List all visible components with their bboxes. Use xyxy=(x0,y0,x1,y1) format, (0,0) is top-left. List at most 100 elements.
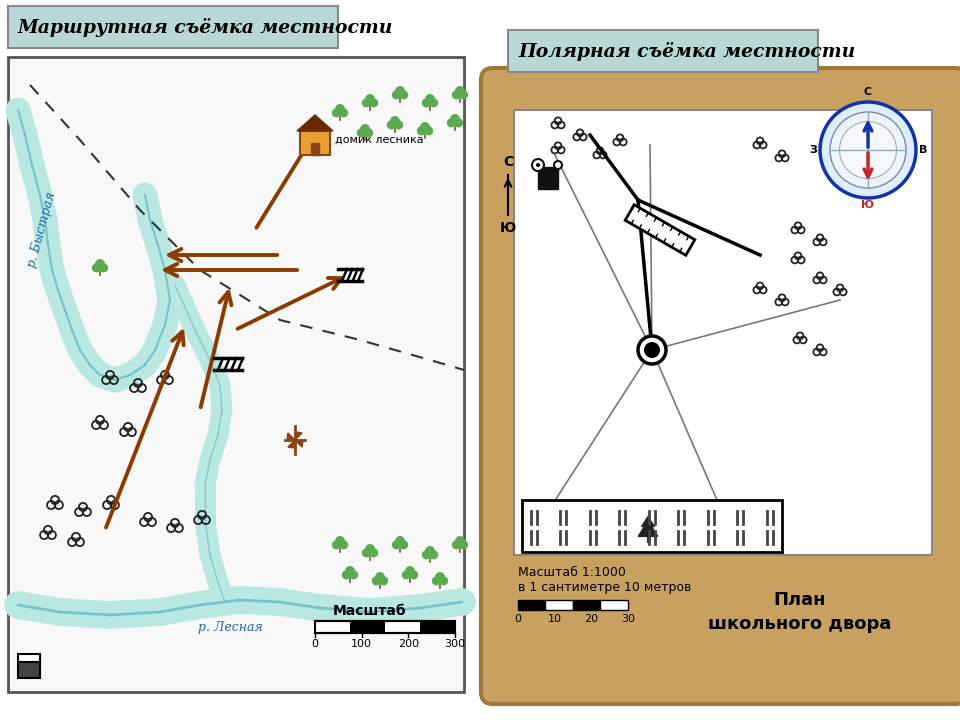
Text: 0: 0 xyxy=(515,614,521,624)
Circle shape xyxy=(349,570,358,580)
Circle shape xyxy=(362,549,371,557)
Circle shape xyxy=(99,264,108,272)
Circle shape xyxy=(399,90,408,99)
Circle shape xyxy=(369,99,378,107)
Circle shape xyxy=(454,118,463,127)
Circle shape xyxy=(95,259,105,269)
FancyBboxPatch shape xyxy=(514,110,932,555)
Polygon shape xyxy=(295,432,302,440)
Polygon shape xyxy=(625,204,695,256)
Circle shape xyxy=(455,536,465,546)
Circle shape xyxy=(420,122,430,132)
Text: С: С xyxy=(864,87,872,97)
Circle shape xyxy=(429,99,438,107)
Circle shape xyxy=(417,126,426,135)
Circle shape xyxy=(375,572,385,582)
Circle shape xyxy=(369,549,378,557)
Bar xyxy=(573,600,601,610)
Circle shape xyxy=(405,566,415,576)
Circle shape xyxy=(372,576,381,585)
Text: Ю: Ю xyxy=(861,200,875,210)
Text: В: В xyxy=(919,145,927,155)
Circle shape xyxy=(387,120,396,130)
Circle shape xyxy=(421,99,431,107)
Bar xyxy=(518,600,545,610)
Text: Масштаб 1:1000: Масштаб 1:1000 xyxy=(518,565,626,578)
Circle shape xyxy=(342,570,351,580)
Circle shape xyxy=(409,570,419,580)
Circle shape xyxy=(830,112,906,188)
Text: 20: 20 xyxy=(585,614,598,624)
Bar xyxy=(538,167,558,189)
Bar xyxy=(18,662,40,678)
Text: 10: 10 xyxy=(547,614,562,624)
Circle shape xyxy=(450,114,460,124)
Circle shape xyxy=(399,540,408,549)
Bar xyxy=(18,654,40,662)
Text: 200: 200 xyxy=(397,639,419,649)
Circle shape xyxy=(459,90,468,99)
Circle shape xyxy=(402,570,411,580)
Bar xyxy=(545,600,573,610)
Circle shape xyxy=(820,102,916,198)
Circle shape xyxy=(332,540,341,549)
Bar xyxy=(315,621,455,633)
Polygon shape xyxy=(295,440,302,447)
Bar xyxy=(300,131,330,155)
Circle shape xyxy=(339,108,348,117)
Circle shape xyxy=(424,126,433,135)
Circle shape xyxy=(360,124,370,134)
Circle shape xyxy=(396,86,405,96)
Bar xyxy=(311,143,319,155)
Text: в 1 сантиметре 10 метров: в 1 сантиметре 10 метров xyxy=(518,582,691,595)
Circle shape xyxy=(364,128,373,138)
Circle shape xyxy=(357,128,366,138)
Polygon shape xyxy=(287,433,295,440)
Text: Полярная съёмка местности: Полярная съёмка местности xyxy=(518,42,855,60)
Circle shape xyxy=(332,108,341,117)
FancyBboxPatch shape xyxy=(8,57,464,692)
FancyBboxPatch shape xyxy=(481,68,960,704)
Circle shape xyxy=(395,120,403,130)
Circle shape xyxy=(452,540,461,549)
Circle shape xyxy=(92,264,101,272)
Circle shape xyxy=(345,566,355,576)
Text: 30: 30 xyxy=(621,614,635,624)
Circle shape xyxy=(392,90,401,99)
Circle shape xyxy=(554,161,562,169)
Circle shape xyxy=(396,536,405,546)
FancyBboxPatch shape xyxy=(508,30,818,72)
Circle shape xyxy=(335,536,345,546)
Circle shape xyxy=(339,540,348,549)
FancyBboxPatch shape xyxy=(8,6,338,48)
Text: р. Быстрая: р. Быстрая xyxy=(26,191,59,269)
Circle shape xyxy=(390,116,400,126)
Text: 100: 100 xyxy=(351,639,372,649)
Circle shape xyxy=(365,94,375,104)
Polygon shape xyxy=(297,115,333,131)
Text: домик лесника: домик лесника xyxy=(335,135,423,145)
Text: 0: 0 xyxy=(311,639,319,649)
Text: Ю: Ю xyxy=(500,221,516,235)
Text: С: С xyxy=(503,155,514,169)
Text: школьного двора: школьного двора xyxy=(708,615,892,633)
Circle shape xyxy=(446,118,456,127)
Circle shape xyxy=(435,572,444,582)
Bar xyxy=(420,621,455,633)
Text: З: З xyxy=(809,145,817,155)
Circle shape xyxy=(839,122,897,179)
Circle shape xyxy=(425,546,435,556)
Circle shape xyxy=(432,576,441,585)
Text: План: План xyxy=(774,591,827,609)
Circle shape xyxy=(421,550,431,559)
Text: Масштаб: Масштаб xyxy=(333,604,407,618)
Polygon shape xyxy=(638,521,658,536)
Circle shape xyxy=(365,544,375,554)
Circle shape xyxy=(532,159,544,171)
Circle shape xyxy=(536,163,540,167)
Text: р. Лесная: р. Лесная xyxy=(198,621,262,634)
Circle shape xyxy=(425,94,435,104)
Polygon shape xyxy=(288,440,295,448)
Text: Маршрутная съёмка местности: Маршрутная съёмка местности xyxy=(18,17,394,37)
Circle shape xyxy=(392,540,401,549)
